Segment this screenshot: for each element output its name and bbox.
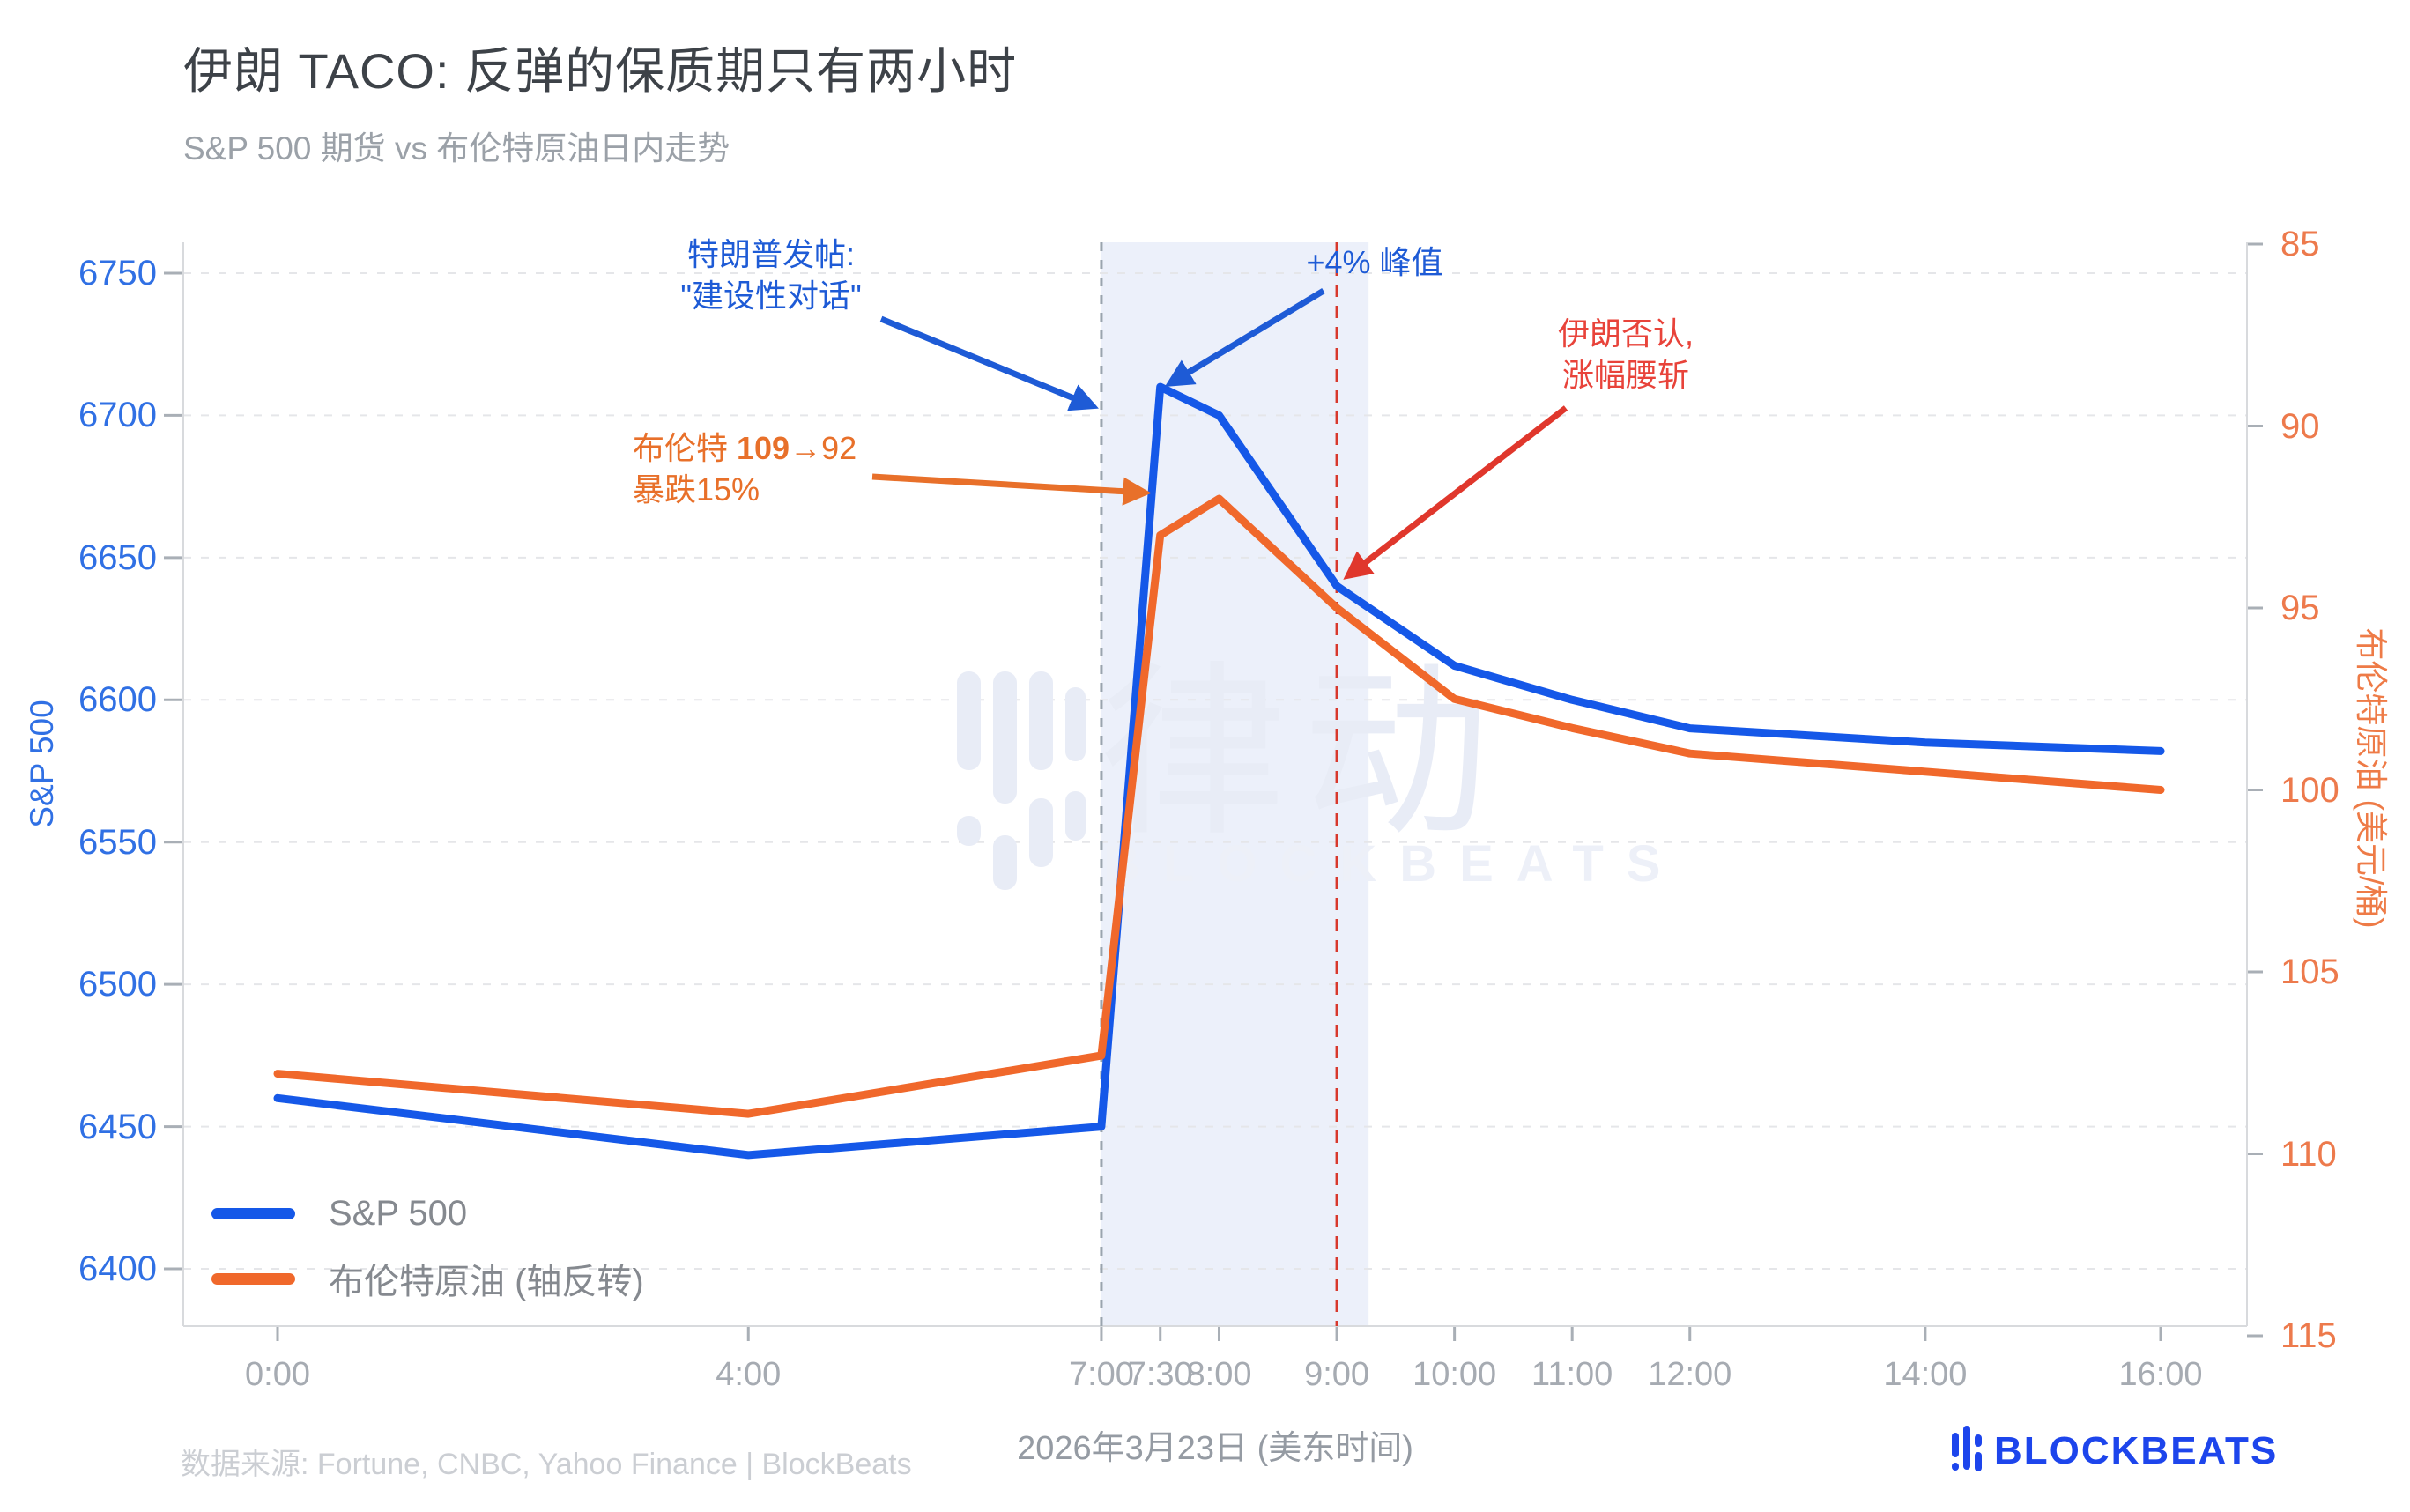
- x-tick-label-11:00: 11:00: [1531, 1356, 1613, 1393]
- blockbeats-logo-icon: [1952, 1426, 1982, 1471]
- right-tick-label-85: 85: [2280, 225, 2320, 263]
- right-tick-label-105: 105: [2280, 952, 2340, 991]
- legend: S&P 500 布伦特原油 (轴反转): [211, 1191, 644, 1322]
- right-tick-label-90: 90: [2280, 406, 2320, 446]
- left-tick-label-6450: 6450: [78, 1107, 157, 1146]
- highlight-band: [1101, 242, 1369, 1326]
- brent-crash-label: 布伦特 109→92 暴跌15%: [633, 430, 857, 508]
- x-tick-label-8:00: 8:00: [1186, 1356, 1252, 1393]
- legend-item-sp500: S&P 500: [211, 1191, 644, 1235]
- x-tick-label-4:00: 4:00: [716, 1356, 782, 1393]
- legend-label-brent: 布伦特原油 (轴反转): [329, 1263, 644, 1301]
- right-axis-title: 布伦特原油 (美元/桶): [2353, 627, 2389, 929]
- legend-item-brent: 布伦特原油 (轴反转): [211, 1256, 644, 1301]
- iran-denial-label: 伊朗否认, 涨幅腰斩: [1557, 315, 1694, 393]
- brent-crash-arrow: [871, 473, 1152, 506]
- x-tick-label-7:00: 7:00: [1068, 1356, 1134, 1393]
- series-line-sp500: [273, 382, 2165, 1160]
- data-source-text: 数据来源: Fortune, CNBC, Yahoo Finance | Blo…: [181, 1448, 912, 1481]
- x-tick-label-7:30: 7:30: [1127, 1356, 1193, 1393]
- right-tick-label-100: 100: [2280, 770, 2340, 810]
- x-tick-label-16:00: 16:00: [2118, 1356, 2203, 1393]
- watermark-en-text: BLOCKBEATS: [1103, 835, 1683, 893]
- left-tick-label-6500: 6500: [78, 965, 157, 1004]
- iran-denial-arrow: [1343, 405, 1568, 580]
- watermark-cn-text: 律动: [1100, 649, 1505, 857]
- brent-line-swatch: [211, 1272, 295, 1285]
- blockbeats-logo: BLOCKBEATS: [1952, 1426, 2278, 1477]
- x-tick-label-12:00: 12:00: [1648, 1356, 1732, 1393]
- left-tick-label-6650: 6650: [78, 537, 157, 577]
- x-tick-label-0:00: 0:00: [245, 1356, 310, 1393]
- peak-label-label: +4% 峰值: [1306, 244, 1443, 280]
- page-subtitle: S&P 500 期货 vs 布伦特原油日内走势: [183, 130, 730, 167]
- x-tick-label-10:00: 10:00: [1413, 1356, 1497, 1393]
- x-tick-label-9:00: 9:00: [1304, 1356, 1370, 1393]
- series-line-brent: [273, 494, 2165, 1118]
- blockbeats-logo-text: BLOCKBEATS: [1994, 1429, 2279, 1472]
- right-tick-label-110: 110: [2280, 1134, 2337, 1174]
- left-tick-label-6400: 6400: [78, 1249, 157, 1288]
- x-tick-label-14:00: 14:00: [1883, 1356, 1968, 1393]
- watermark-icon: [957, 671, 1086, 890]
- trump-post-arrow: [879, 315, 1099, 411]
- left-tick-label-6600: 6600: [78, 680, 157, 720]
- sp500-line-swatch: [211, 1207, 295, 1219]
- left-tick-label-6550: 6550: [78, 822, 157, 862]
- peak-label-arrow: [1164, 288, 1325, 387]
- right-tick-label-115: 115: [2280, 1316, 2337, 1355]
- watermark: 律动 BLOCKBEATS: [957, 649, 1683, 893]
- right-tick-label-95: 95: [2280, 589, 2320, 627]
- page-title: 伊朗 TACO: 反弹的保质期只有两小时: [183, 43, 1018, 99]
- legend-label-sp500: S&P 500: [329, 1193, 468, 1233]
- x-axis-date-label: 2026年3月23日 (美东时间): [1017, 1430, 1413, 1467]
- left-tick-label-6750: 6750: [78, 254, 157, 293]
- trump-post-label: 特朗普发帖: "建设性对话": [680, 236, 862, 314]
- left-tick-label-6700: 6700: [78, 396, 157, 435]
